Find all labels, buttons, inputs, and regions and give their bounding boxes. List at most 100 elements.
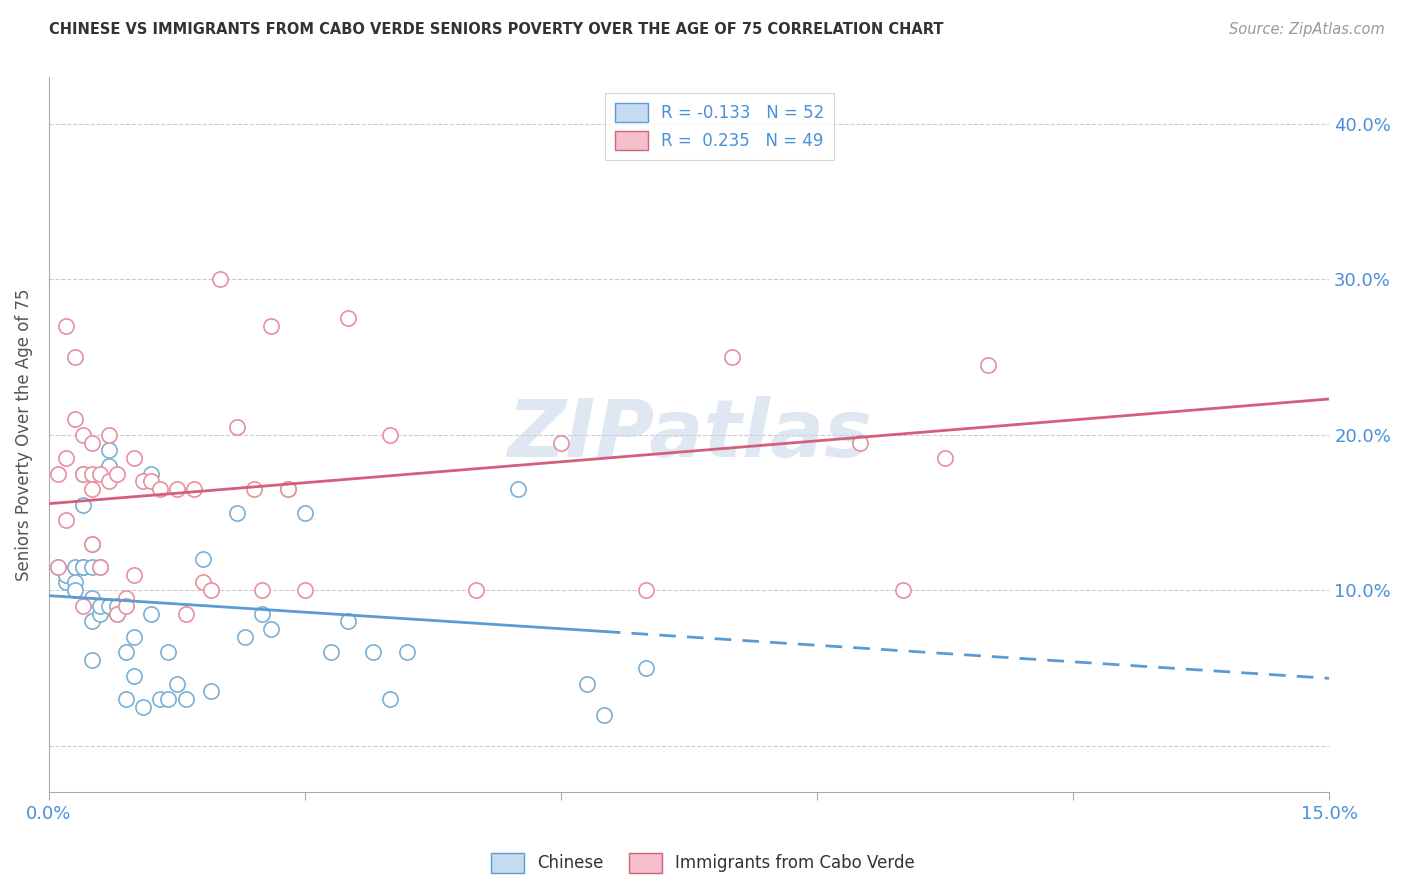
Point <box>252 607 274 621</box>
Point <box>208 272 231 286</box>
Point <box>97 428 120 442</box>
Point <box>636 661 658 675</box>
Point <box>55 513 77 527</box>
Point <box>166 482 188 496</box>
Point <box>80 467 103 481</box>
Point <box>174 607 197 621</box>
Point <box>114 591 136 605</box>
Point <box>46 467 69 481</box>
Point <box>80 536 103 550</box>
Point <box>141 607 163 621</box>
Point <box>124 669 146 683</box>
Point <box>114 692 136 706</box>
Point <box>97 458 120 473</box>
Point <box>336 311 359 326</box>
Point <box>149 692 172 706</box>
Point <box>89 467 111 481</box>
Point <box>550 435 572 450</box>
Point <box>396 645 419 659</box>
Point <box>114 645 136 659</box>
Point <box>124 567 146 582</box>
Point <box>141 467 163 481</box>
Point <box>80 536 103 550</box>
Text: CHINESE VS IMMIGRANTS FROM CABO VERDE SENIORS POVERTY OVER THE AGE OF 75 CORRELA: CHINESE VS IMMIGRANTS FROM CABO VERDE SE… <box>49 22 943 37</box>
Point <box>260 622 283 636</box>
Point <box>89 560 111 574</box>
Point <box>80 435 103 450</box>
Point <box>336 615 359 629</box>
Point <box>132 475 155 489</box>
Point <box>132 699 155 714</box>
Point <box>72 560 94 574</box>
Point <box>46 560 69 574</box>
Point <box>105 607 128 621</box>
Point <box>141 475 163 489</box>
Point <box>508 482 530 496</box>
Point <box>105 467 128 481</box>
Point <box>97 475 120 489</box>
Point <box>157 645 180 659</box>
Point <box>63 575 86 590</box>
Legend: Chinese, Immigrants from Cabo Verde: Chinese, Immigrants from Cabo Verde <box>484 847 922 880</box>
Point <box>575 676 598 690</box>
Point <box>72 498 94 512</box>
Point <box>363 645 385 659</box>
Text: ZIPatlas: ZIPatlas <box>506 396 872 474</box>
Point <box>174 692 197 706</box>
Point <box>63 350 86 364</box>
Point <box>277 482 299 496</box>
Point <box>225 506 247 520</box>
Legend: R = -0.133   N = 52, R =  0.235   N = 49: R = -0.133 N = 52, R = 0.235 N = 49 <box>605 93 834 160</box>
Point <box>97 599 120 613</box>
Text: Source: ZipAtlas.com: Source: ZipAtlas.com <box>1229 22 1385 37</box>
Point <box>233 630 256 644</box>
Point <box>80 653 103 667</box>
Point <box>55 319 77 334</box>
Point <box>252 583 274 598</box>
Point <box>934 451 956 466</box>
Point <box>636 583 658 598</box>
Point <box>72 428 94 442</box>
Point <box>277 482 299 496</box>
Point <box>191 575 214 590</box>
Point <box>294 583 316 598</box>
Point <box>166 676 188 690</box>
Point <box>977 358 1000 372</box>
Point <box>183 482 205 496</box>
Point <box>200 684 222 698</box>
Point <box>157 692 180 706</box>
Point <box>319 645 342 659</box>
Point <box>225 420 247 434</box>
Point <box>63 560 86 574</box>
Point <box>80 560 103 574</box>
Point <box>89 607 111 621</box>
Point <box>46 560 69 574</box>
Point <box>72 599 94 613</box>
Point <box>200 583 222 598</box>
Y-axis label: Seniors Poverty Over the Age of 75: Seniors Poverty Over the Age of 75 <box>15 289 32 581</box>
Point <box>149 482 172 496</box>
Point <box>55 451 77 466</box>
Point <box>260 319 283 334</box>
Point <box>72 560 94 574</box>
Point <box>380 692 402 706</box>
Point <box>294 506 316 520</box>
Point <box>720 350 742 364</box>
Point <box>114 599 136 613</box>
Point <box>63 583 86 598</box>
Point <box>891 583 914 598</box>
Point <box>80 615 103 629</box>
Point <box>55 575 77 590</box>
Point <box>55 567 77 582</box>
Point <box>105 599 128 613</box>
Point <box>124 451 146 466</box>
Point <box>849 435 872 450</box>
Point <box>592 707 614 722</box>
Point <box>191 552 214 566</box>
Point <box>380 428 402 442</box>
Point <box>72 467 94 481</box>
Point <box>72 467 94 481</box>
Point <box>89 599 111 613</box>
Point <box>243 482 266 496</box>
Point <box>80 482 103 496</box>
